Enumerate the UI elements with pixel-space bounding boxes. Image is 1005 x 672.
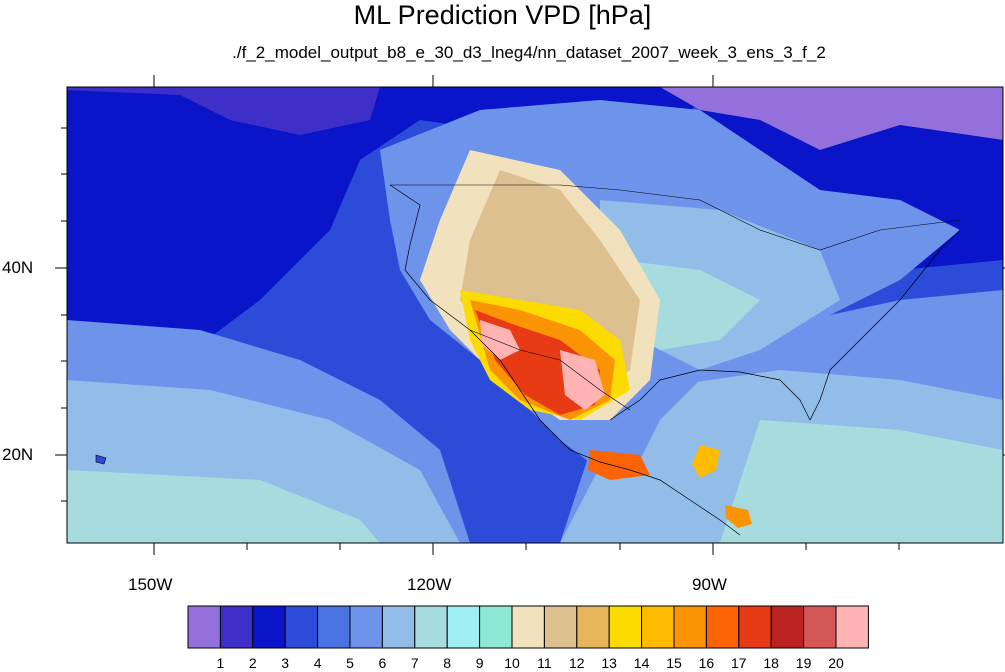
dry-core-mexico <box>560 350 605 410</box>
map-title: ML Prediction VPD [hPa] <box>353 0 652 30</box>
us-canada-border <box>390 184 961 251</box>
lon-label-90w: 90W <box>692 575 727 594</box>
ocean-deep-band <box>67 87 700 360</box>
colorbar-label: 19 <box>795 655 812 671</box>
ocean-far-north <box>67 87 380 135</box>
colorbar-box <box>446 605 481 649</box>
colorbar-box <box>738 605 772 649</box>
colorbar-box <box>543 605 578 649</box>
us-mexico-border <box>469 329 631 411</box>
colorbar-label: 12 <box>569 655 585 671</box>
colorbar-box <box>349 605 383 649</box>
colorbar-box <box>284 605 319 649</box>
colorbar-box <box>219 605 254 649</box>
colorbar-label: 5 <box>346 655 354 671</box>
colorbar-box <box>803 605 837 649</box>
colorbar-box <box>576 605 610 649</box>
colorbar-label: 4 <box>313 655 322 671</box>
arctic-region <box>660 87 1003 150</box>
west-coastline <box>389 184 741 536</box>
colorbar-label: 9 <box>475 655 484 671</box>
colorbar-box <box>479 605 513 649</box>
dry-south-mexico <box>588 450 650 480</box>
central-america-warm <box>692 445 720 478</box>
colorbar-label: 15 <box>666 655 682 671</box>
map-fields <box>67 87 1003 543</box>
colorbar-box <box>414 605 448 649</box>
colorbar-box <box>673 605 707 649</box>
caribbean <box>720 420 1003 543</box>
colorbar-box <box>770 605 805 649</box>
colorbar-label: 3 <box>281 655 290 671</box>
lon-label-120w: 120W <box>407 575 452 594</box>
colorbar-label: 17 <box>731 655 747 671</box>
map-subtitle: ./f_2_model_output_b8_e_30_d3_lneg4/nn_d… <box>232 43 826 62</box>
colorbar-label: 20 <box>828 655 844 671</box>
colorbar-box <box>835 605 869 649</box>
colorbar-label: 8 <box>443 655 452 671</box>
colorbar-label: 2 <box>248 655 257 671</box>
panama-warm <box>725 505 752 528</box>
lat-label-20n: 20N <box>2 445 34 464</box>
colorbar-box <box>608 605 643 649</box>
colorbar-box <box>317 605 351 649</box>
colorbar-label: 11 <box>537 655 552 671</box>
colorbar-box <box>705 605 740 649</box>
colorbar-boxes <box>187 605 869 649</box>
colorbar-label: 10 <box>504 655 520 671</box>
colorbar-label: 7 <box>410 655 419 671</box>
ocean-equatorial <box>67 470 380 543</box>
colorbar-label: 13 <box>601 655 617 671</box>
colorbar-box <box>511 605 545 649</box>
gulf-east-coastline <box>609 229 961 421</box>
colorbar-label: 18 <box>763 655 779 671</box>
lon-label-150w: 150W <box>128 575 173 594</box>
colorbar-label: 16 <box>698 655 715 671</box>
colorbar-box <box>252 605 286 649</box>
colorbar-label: 14 <box>633 655 650 671</box>
colorbar-box <box>381 605 416 649</box>
colorbar-label: 1 <box>216 655 225 671</box>
lat-label-40n: 40N <box>2 258 34 277</box>
colorbar-label: 6 <box>378 655 387 671</box>
hawaii <box>95 454 107 465</box>
colorbar-box <box>641 605 675 649</box>
axis-ticks <box>55 75 1005 555</box>
colorbar-box <box>187 605 221 649</box>
